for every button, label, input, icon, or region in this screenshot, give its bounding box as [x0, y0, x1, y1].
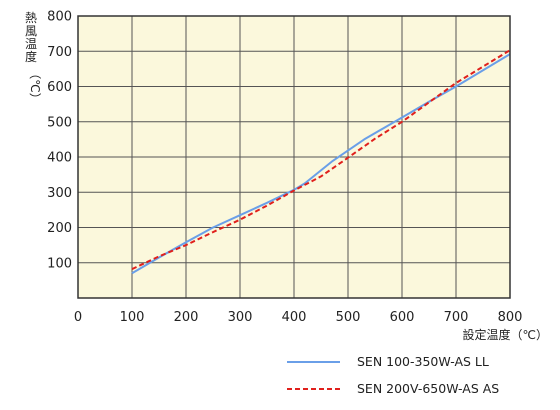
- y-axis-label-char: 温: [25, 37, 37, 51]
- y-tick-label: 200: [47, 221, 72, 236]
- y-tick-label: 100: [47, 256, 72, 271]
- x-tick-label: 500: [336, 310, 361, 325]
- x-tick-label: 400: [282, 310, 307, 325]
- x-tick-label: 700: [444, 310, 469, 325]
- y-tick-label: 400: [47, 151, 72, 166]
- series-line-2: [131, 49, 511, 271]
- x-tick-label: 100: [120, 310, 145, 325]
- y-axis-label-char: 風: [25, 24, 37, 38]
- x-tick-label: 600: [390, 310, 415, 325]
- x-axis-ticks: 0 100 200 300 400 500 600 700 800: [74, 310, 523, 325]
- x-tick-label: 300: [228, 310, 253, 325]
- y-tick-label: 700: [47, 45, 72, 60]
- y-tick-label: 300: [47, 186, 72, 201]
- series-lines: [131, 49, 511, 275]
- plot-frame: [77, 15, 511, 299]
- legend-label-1: SEN 100-350W-AS LL: [357, 354, 489, 369]
- x-tick-label: 200: [174, 310, 199, 325]
- x-tick-label: 800: [498, 310, 523, 325]
- y-tick-label: 800: [47, 10, 72, 25]
- y-tick-label: 600: [47, 80, 72, 95]
- x-tick-label: 0: [74, 310, 82, 325]
- x-axis-label: 設定温度（℃）: [463, 327, 548, 342]
- legend-label-2: SEN 200V-650W-AS AS: [357, 381, 499, 396]
- y-tick-label: 500: [47, 115, 72, 130]
- y-axis-label-char: 熱: [25, 11, 37, 25]
- legend: SEN 100-350W-AS LL SEN 200V-650W-AS AS: [287, 354, 499, 396]
- y-axis-ticks: 100 200 300 400 500 600 700 800: [47, 10, 72, 272]
- y-axis-unit: （℃）: [28, 67, 42, 104]
- y-axis-label-char: 度: [25, 49, 37, 64]
